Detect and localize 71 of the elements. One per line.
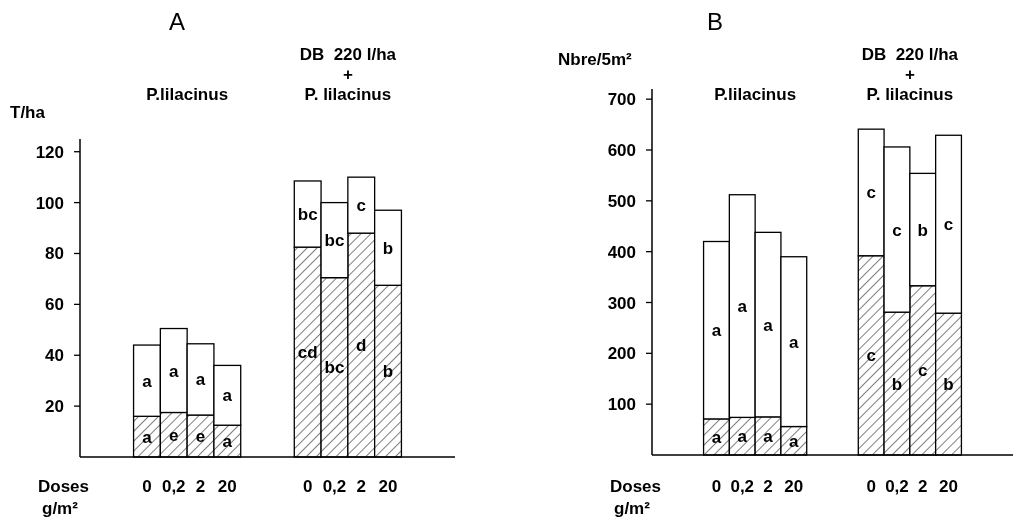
y-tick-label: 60: [45, 295, 64, 315]
data-label: bc: [324, 231, 345, 251]
x-axis-title: Doses g/m²: [38, 477, 90, 518]
data-label: a: [711, 321, 722, 341]
data-label: a: [195, 370, 206, 390]
data-label: a: [763, 315, 774, 335]
x-tick-label: 0,2: [161, 477, 186, 496]
y-tick-label: 80: [45, 244, 64, 264]
data-label: a: [222, 432, 233, 452]
data-label: c: [356, 196, 366, 216]
text: P.lilacinus: [146, 85, 229, 104]
x-tick-label: 20: [217, 477, 237, 496]
annotation: P.lilacinus: [714, 85, 797, 104]
data-label: a: [142, 371, 153, 391]
x-tick-label: 0,2: [322, 477, 347, 496]
data-label: b: [943, 375, 954, 395]
y-tick-label: 20: [45, 397, 64, 417]
data-label: cd: [297, 343, 318, 363]
data-label: c: [866, 183, 876, 203]
chart-title: B: [706, 8, 724, 35]
y-tick-label: 200: [607, 344, 636, 364]
x-tick-label: 20: [784, 477, 804, 496]
data-label: b: [382, 238, 394, 258]
data-label: e: [169, 425, 179, 445]
data-label: a: [737, 427, 748, 447]
data-label: c: [918, 361, 928, 381]
data-label: c: [943, 215, 954, 235]
text: DB 220 l/ha + P. lilacinus: [299, 45, 397, 104]
x-tick-label: 0: [142, 477, 152, 496]
annotation: DB 220 l/ha + P. lilacinus: [861, 45, 959, 104]
x-tick-label: 0: [711, 477, 722, 496]
x-tick-label: 0,2: [885, 477, 909, 496]
data-label: a: [711, 427, 722, 447]
data-label: c: [866, 346, 876, 366]
y-tick-label: 40: [45, 346, 64, 366]
data-label: bc: [297, 205, 318, 225]
y-tick-label: 100: [607, 395, 636, 415]
x-tick-label: 0: [866, 477, 876, 496]
data-label: a: [142, 427, 153, 447]
data-label: b: [917, 220, 928, 240]
data-label: bc: [324, 358, 345, 378]
y-axis-title: T/ha: [10, 103, 46, 122]
data-label: a: [763, 426, 774, 446]
y-tick-label: 300: [607, 293, 636, 313]
x-tick-label: 2: [918, 477, 928, 496]
y-axis-title: Nbre/5m²: [558, 50, 633, 69]
data-label: a: [169, 361, 180, 381]
data-label: a: [789, 431, 800, 451]
x-tick-label: 2: [356, 477, 366, 496]
data-label: c: [892, 220, 902, 240]
data-label: a: [789, 332, 800, 352]
x-tick-label: 2: [763, 477, 773, 496]
y-tick-label: 700: [607, 90, 636, 110]
x-tick-label: 20: [378, 477, 398, 496]
chart-title: A: [168, 8, 186, 35]
y-tick-label: 500: [607, 191, 636, 211]
x-tick-label: 0: [302, 477, 313, 496]
data-label: a: [222, 386, 233, 406]
data-label: b: [891, 374, 903, 394]
y-tick-label: 400: [607, 242, 636, 262]
y-tick-label: 100: [35, 193, 64, 213]
x-tick-label: 20: [939, 477, 958, 496]
x-axis-title: Doses g/m²: [610, 477, 662, 518]
data-label: a: [737, 297, 748, 317]
data-label: e: [195, 427, 206, 447]
y-tick-label: 600: [607, 141, 636, 160]
y-tick-label: 120: [35, 142, 64, 162]
x-tick-label: 0,2: [730, 477, 755, 496]
data-label: d: [356, 336, 367, 356]
x-tick-label: 2: [195, 477, 206, 496]
data-label: b: [382, 362, 394, 382]
